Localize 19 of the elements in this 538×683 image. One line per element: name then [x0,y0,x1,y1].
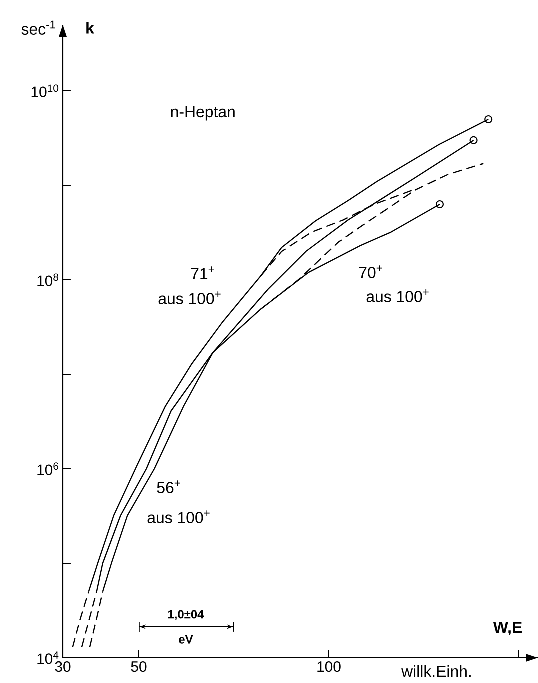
y-axis-title: sec$^{-1}$ [22,20,56,35]
text: n-Heptan [171,106,235,121]
annotation: 1,0±04 [168,610,204,620]
x-tick-label: 30 [55,662,71,672]
annotation: eV [179,635,194,644]
x-tick-label: 100 [318,662,341,672]
text: willk.Einh. [402,666,471,678]
y-tick-label: 10$^{6}$ [38,462,59,476]
x-axis-title: W,E [493,622,522,636]
annotation: aus 100$^{+}$ [148,510,210,524]
y-tick-label: 10$^{8}$ [38,274,59,286]
annotation: 71$^{+}$ [191,266,214,280]
annotation: aus 100$^{+}$ [158,292,221,304]
x-tick-label: 50 [131,662,147,672]
annotation: aus 100$^{+}$ [366,290,429,302]
annotation: 56$^{+}$ [157,480,180,494]
annotation: 70$^{+}$ [359,266,382,278]
annotation: k [86,22,94,34]
y-tick-label: 10$^{10}$ [32,84,59,98]
